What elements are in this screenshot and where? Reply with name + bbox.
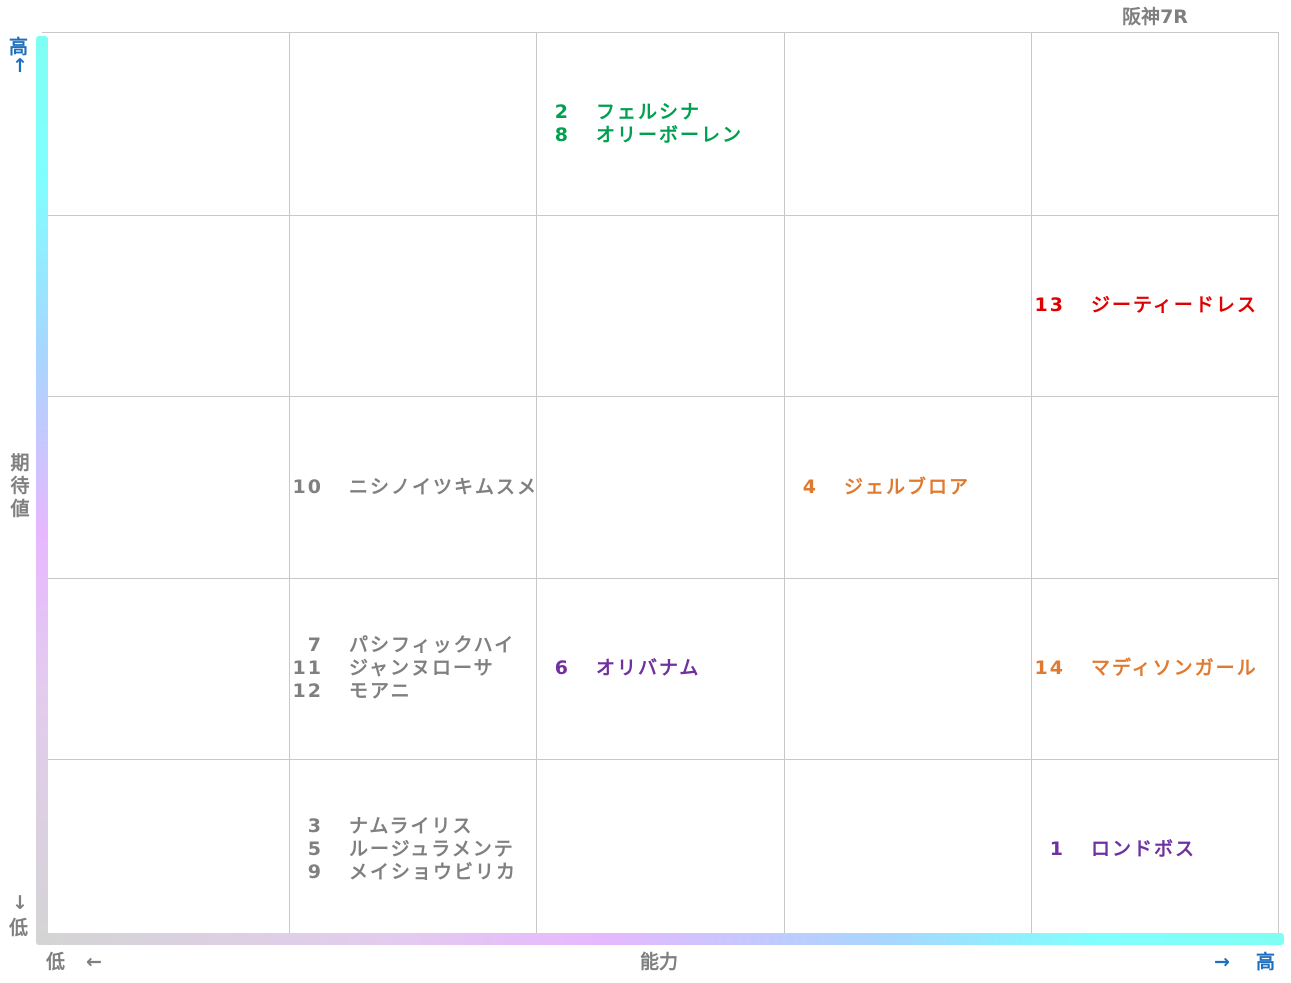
horse-entry: 9 メイショウビリカ xyxy=(291,861,517,884)
y-axis-label-char: 値 xyxy=(10,498,30,520)
horse-number: 5 xyxy=(307,838,323,860)
grid-cell-entries: 10 ニシノイツキムスメ xyxy=(291,476,538,499)
horse-number: 10 xyxy=(292,475,323,498)
horse-entry: 10 ニシノイツキムスメ xyxy=(291,476,538,499)
horse-entry: 6 オリバナム xyxy=(538,657,700,680)
horse-entry: 3 ナムライリス xyxy=(291,815,517,838)
horse-name: オリーボーレン xyxy=(596,124,744,146)
grid-cell-entries: 7 パシフィックハイ 11 ジャンヌローサ 12 モアニ xyxy=(291,634,515,703)
grid-row-divider xyxy=(42,759,1278,760)
horse-number: 6 xyxy=(554,657,570,679)
y-axis-high-label: 高 xyxy=(9,36,29,58)
grid-column-divider xyxy=(536,33,537,940)
grid-cell-entries: 2 フェルシナ 8 オリーボーレン xyxy=(538,101,743,147)
horse-name: パシフィックハイ xyxy=(349,634,516,656)
left-arrow-icon: ← xyxy=(86,951,102,973)
y-axis-label-char: 待 xyxy=(10,475,30,497)
horse-number: 14 xyxy=(1034,657,1065,679)
grid-row-divider xyxy=(42,396,1278,397)
x-axis-bar xyxy=(36,933,1284,945)
grid-column-divider xyxy=(289,33,290,940)
grid-cell-entries: 4 ジェルブロア xyxy=(786,476,970,499)
grid-cell-entries: 1 ロンドボス xyxy=(1033,838,1196,861)
rating-grid: 2 フェルシナ 8 オリーボーレン 13 ジーティードレス 10 ニシノイツキムスメ 4 ジェルブ… xyxy=(42,32,1279,940)
horse-number: 13 xyxy=(1034,294,1065,316)
horse-name: ジェルブロア xyxy=(844,475,971,498)
up-arrow-icon: ↑ xyxy=(12,55,28,77)
horse-number: 3 xyxy=(307,815,323,837)
y-axis-low-label: 低 xyxy=(9,917,29,939)
horse-entry: 13 ジーティードレス xyxy=(1033,294,1258,317)
horse-number: 11 xyxy=(292,657,323,679)
race-title: 阪神7R xyxy=(1122,6,1188,28)
horse-name: ニシノイツキムスメ xyxy=(349,475,539,498)
x-axis-low-label: 低 xyxy=(46,951,66,973)
horse-name: マディソンガール xyxy=(1091,657,1258,679)
down-arrow-icon: ↓ xyxy=(12,892,28,914)
horse-name: ロンドボス xyxy=(1091,838,1197,860)
horse-number: 12 xyxy=(292,680,323,702)
horse-name: モアニ xyxy=(349,680,412,702)
horse-entry: 14 マディソンガール xyxy=(1033,657,1258,680)
horse-entry: 1 ロンドボス xyxy=(1033,838,1196,861)
horse-number: 2 xyxy=(554,101,570,123)
horse-name: メイショウビリカ xyxy=(349,861,518,883)
x-axis-label: 能力 xyxy=(640,951,679,973)
horse-name: ナムライリス xyxy=(349,815,474,837)
grid-cell-entries: 13 ジーティードレス xyxy=(1033,294,1258,317)
horse-entry: 2 フェルシナ xyxy=(538,101,743,124)
y-axis-label: 期待値 xyxy=(8,452,32,521)
x-axis-high-label: 高 xyxy=(1256,951,1276,973)
horse-name: オリバナム xyxy=(596,657,701,679)
grid-row-divider xyxy=(42,215,1278,216)
horse-number: 1 xyxy=(1049,838,1065,860)
horse-name: フェルシナ xyxy=(596,101,702,123)
grid-column-divider xyxy=(784,33,785,940)
horse-name: ジーティードレス xyxy=(1091,294,1258,316)
grid-column-divider xyxy=(1031,33,1032,940)
horse-name: ジャンヌローサ xyxy=(349,657,495,679)
grid-cell-entries: 3 ナムライリス 5 ルージュラメンテ 9 メイショウビリカ xyxy=(291,815,517,884)
horse-name: ルージュラメンテ xyxy=(349,838,515,860)
horse-entry: 5 ルージュラメンテ xyxy=(291,838,517,861)
grid-row-divider xyxy=(42,578,1278,579)
horse-entry: 12 モアニ xyxy=(291,680,515,703)
horse-number: 4 xyxy=(802,475,818,498)
horse-entry: 4 ジェルブロア xyxy=(786,476,970,499)
grid-cell-entries: 14 マディソンガール xyxy=(1033,657,1258,680)
horse-entry: 11 ジャンヌローサ xyxy=(291,657,515,680)
y-axis-bar xyxy=(36,36,48,944)
y-axis-label-char: 期 xyxy=(10,452,30,474)
horse-entry: 7 パシフィックハイ xyxy=(291,634,515,657)
horse-number: 7 xyxy=(307,634,323,656)
grid-cell-entries: 6 オリバナム xyxy=(538,657,700,680)
horse-number: 8 xyxy=(554,124,570,146)
horse-number: 9 xyxy=(307,861,323,883)
horse-entry: 8 オリーボーレン xyxy=(538,124,743,147)
right-arrow-icon: → xyxy=(1214,951,1230,973)
